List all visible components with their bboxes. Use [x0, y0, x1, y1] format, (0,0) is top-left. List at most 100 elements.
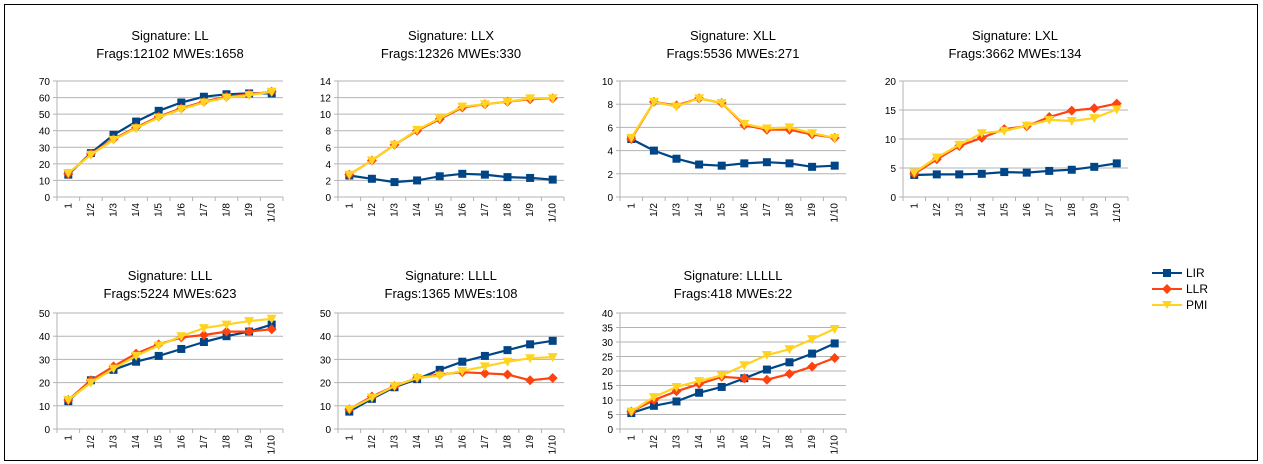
x-tick-label: 1/5 [154, 203, 165, 217]
y-tick-label: 30 [39, 143, 51, 154]
x-tick-label: 1/4 [694, 435, 705, 449]
chart-6: Signature: LLLLL Frags:418 MWEs:22 0 5 10 15 2… [602, 268, 847, 455]
data-point-pmi [716, 99, 727, 109]
data-point-pmi [525, 94, 536, 104]
data-point-pmi [85, 378, 96, 388]
data-point-pmi [266, 314, 277, 324]
x-tick-label: 1/5 [999, 203, 1010, 217]
y-tick-label: 20 [320, 379, 332, 390]
y-tick-label: 10 [320, 402, 332, 413]
legend-marker-pmi [1152, 301, 1182, 309]
chart-0: Signature: LL Frags:12102 MWEs:1658 0 10 20 3… [39, 28, 284, 222]
data-point-llr [266, 324, 277, 335]
data-point-lir [526, 340, 535, 349]
x-tick-label: 1/9 [1089, 203, 1100, 217]
x-tick-label: 1/9 [807, 435, 818, 449]
chart-title: Signature: LL [131, 28, 208, 43]
data-point-pmi [1066, 117, 1077, 127]
x-tick-label: 1/7 [480, 203, 491, 217]
series-line-pmi [630, 97, 835, 139]
chart-title: Signature: LLLL [405, 268, 497, 283]
data-point-lir [762, 158, 771, 167]
y-tick-label: 0 [44, 193, 50, 204]
data-point-lir [717, 382, 726, 391]
data-point-lir [649, 146, 658, 155]
data-point-pmi [626, 407, 637, 417]
data-point-pmi [525, 354, 536, 364]
y-tick-label: 5 [607, 411, 613, 422]
x-tick-label: 1/3 [672, 203, 683, 217]
x-tick-label: 1/2 [649, 203, 660, 217]
legend-item-lir: LIR [1152, 265, 1208, 281]
data-point-lir [1000, 168, 1009, 177]
y-tick-label: 15 [602, 382, 614, 393]
y-tick-label: 15 [885, 106, 897, 117]
data-point-lir [390, 178, 399, 187]
y-tick-label: 2 [607, 170, 613, 181]
y-tick-label: 10 [39, 402, 51, 413]
x-tick-label: 1/5 [717, 203, 728, 217]
y-tick-label: 40 [320, 332, 332, 343]
x-tick-label: 1/3 [390, 203, 401, 217]
chart-title: Signature: LLX [408, 28, 494, 43]
data-point-pmi [412, 373, 423, 383]
y-tick-label: 50 [39, 110, 51, 121]
data-point-lir [154, 106, 163, 115]
y-tick-label: 35 [602, 324, 614, 335]
y-tick-label: 5 [890, 164, 896, 175]
x-tick-label: 1/10 [830, 435, 841, 455]
x-tick-label: 1/3 [109, 203, 120, 217]
series-line-llr [630, 356, 836, 413]
data-point-pmi [784, 345, 795, 355]
series-line-pmi [630, 327, 836, 413]
data-point-llr [525, 375, 536, 386]
y-tick-label: 30 [602, 338, 614, 349]
x-tick-label: 1/4 [412, 203, 423, 217]
x-tick-label: 1/10 [830, 203, 841, 223]
data-point-llr [198, 330, 209, 341]
chart-4: Signature: LLL Frags:5224 MWEs:623 0 10 20 30… [39, 268, 284, 454]
x-tick-label: 1/8 [785, 203, 796, 217]
data-point-lir [932, 170, 941, 179]
y-tick-label: 4 [325, 160, 331, 171]
x-tick-label: 1/4 [694, 203, 705, 217]
data-point-pmi [198, 98, 209, 108]
y-tick-label: 40 [39, 332, 51, 343]
data-point-pmi [344, 170, 355, 180]
data-point-lir [808, 162, 817, 171]
chart-subtitle: Frags:12102 MWEs:1658 [96, 46, 243, 61]
x-tick-label: 1/2 [932, 203, 943, 217]
series-line-lir [349, 172, 553, 184]
data-point-lir [132, 117, 141, 126]
data-point-pmi [366, 393, 377, 403]
series-line-pmi [913, 108, 1118, 174]
x-tick-label: 1/10 [548, 203, 559, 223]
data-point-lir [649, 401, 658, 410]
series-line-pmi [348, 356, 553, 411]
data-point-pmi [761, 124, 772, 134]
y-tick-label: 8 [607, 100, 613, 111]
x-tick-label: 1/6 [176, 203, 187, 217]
data-point-lir [548, 336, 557, 345]
data-point-lir [1067, 165, 1076, 174]
x-tick-label: 1 [344, 203, 355, 209]
data-point-lir [480, 170, 489, 179]
series-line-lir [914, 162, 1117, 177]
data-point-pmi [648, 393, 659, 403]
data-point-pmi [221, 320, 232, 330]
data-point-pmi [389, 140, 400, 150]
data-point-lir [1022, 168, 1031, 177]
y-tick-label: 20 [602, 367, 614, 378]
data-point-pmi [131, 351, 142, 361]
data-point-pmi [976, 129, 987, 139]
data-point-pmi [1111, 105, 1122, 115]
series-line-llr [348, 97, 553, 176]
x-tick-label: 1 [63, 435, 74, 441]
x-tick-label: 1/8 [222, 435, 233, 449]
data-point-pmi [153, 341, 164, 351]
data-point-lir [740, 159, 749, 168]
x-tick-label: 1/6 [739, 203, 750, 217]
data-point-lir [367, 174, 376, 183]
y-tick-label: 4 [607, 147, 613, 158]
series-line-lir [348, 339, 553, 413]
